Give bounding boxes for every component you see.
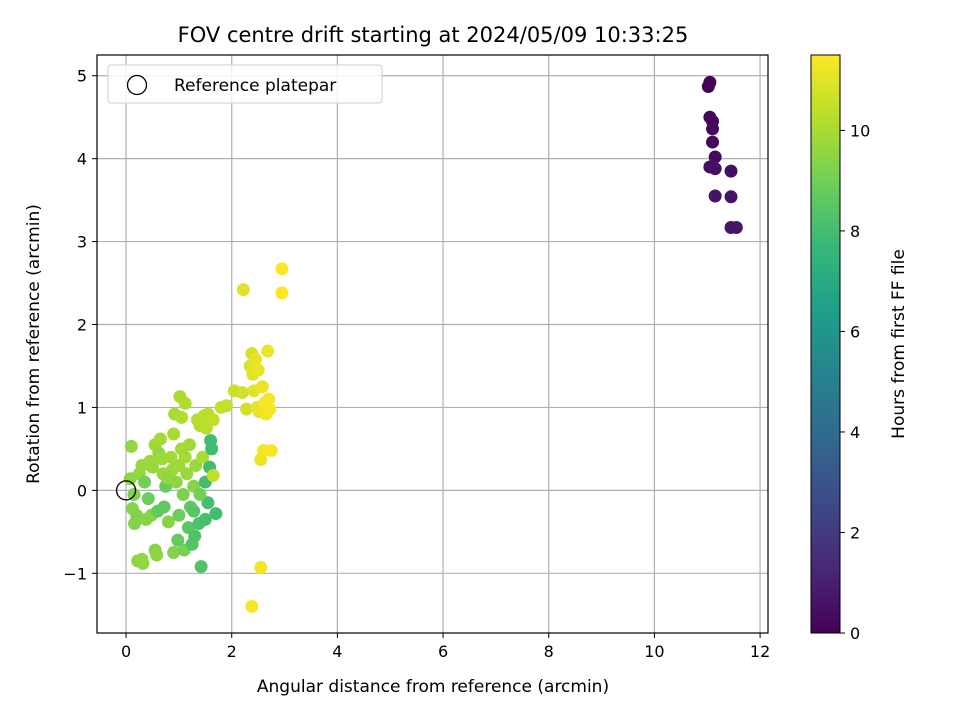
scatter-point xyxy=(188,529,202,543)
scatter-point xyxy=(708,150,722,164)
chart-title: FOV centre drift starting at 2024/05/09 … xyxy=(178,23,689,47)
scatter-point xyxy=(153,432,167,446)
scatter-point xyxy=(209,507,223,521)
scatter-point xyxy=(206,468,220,482)
scatter-point xyxy=(263,402,277,416)
x-axis: 0 2 4 6 8 10 12 xyxy=(121,633,770,661)
scatter-point xyxy=(254,560,268,574)
scatter-point xyxy=(275,262,289,276)
scatter-point xyxy=(150,548,164,562)
legend-box xyxy=(107,64,383,104)
scatter-point xyxy=(136,556,150,570)
scatter-point xyxy=(205,442,219,456)
scatter-point xyxy=(138,475,152,489)
data-points xyxy=(115,75,743,613)
scatter-point xyxy=(236,283,250,297)
scatter-point xyxy=(729,220,743,234)
colorbar-tick-label: 2 xyxy=(850,523,860,542)
scatter-point xyxy=(130,508,144,522)
scatter-point xyxy=(708,189,722,203)
scatter-point xyxy=(155,452,169,466)
colorbar-ticks: 0 2 4 6 8 10 xyxy=(840,121,870,643)
scatter-point xyxy=(180,467,194,481)
x-tick-label: 6 xyxy=(438,642,448,661)
y-tick-label: 2 xyxy=(77,316,87,335)
legend: Reference platepar xyxy=(107,64,383,104)
scatter-point xyxy=(193,488,207,502)
colorbar-tick-label: 8 xyxy=(850,222,860,241)
colorbar-tick-label: 4 xyxy=(850,423,860,442)
scatter-point xyxy=(141,492,155,506)
y-tick-label: 3 xyxy=(77,233,87,252)
scatter-point xyxy=(262,392,276,406)
legend-entry-reference-platepar: Reference platepar xyxy=(174,76,336,96)
scatter-point xyxy=(251,363,265,377)
y-tick-label: 5 xyxy=(77,67,87,86)
scatter-point xyxy=(235,386,249,400)
colorbar: 0 2 4 6 8 10 Hours from first FF file xyxy=(810,54,909,643)
y-tick-label: 4 xyxy=(77,150,87,169)
colorbar-tick-label: 10 xyxy=(850,121,870,140)
scatter-point xyxy=(255,380,269,394)
scatter-point xyxy=(172,508,186,522)
x-tick-label: 4 xyxy=(332,642,342,661)
scatter-point xyxy=(706,122,720,136)
scatter-point xyxy=(198,512,212,526)
scatter-point xyxy=(124,439,138,453)
scatter-point xyxy=(245,599,259,613)
scatter-point xyxy=(196,450,210,464)
scatter-point xyxy=(160,471,174,485)
scatter-point xyxy=(161,515,175,529)
scatter-point xyxy=(264,444,278,458)
scatter-point xyxy=(206,413,220,427)
scatter-point xyxy=(724,190,738,204)
scatter-point xyxy=(701,80,715,94)
scatter-point xyxy=(171,533,185,547)
scatter-point xyxy=(182,438,196,452)
scatter-point xyxy=(187,504,201,518)
x-axis-label: Angular distance from reference (arcmin) xyxy=(257,677,609,697)
y-axis: −1 0 1 2 3 4 5 xyxy=(63,67,97,583)
colorbar-tick-label: 6 xyxy=(850,322,860,341)
scatter-point xyxy=(167,546,181,560)
x-tick-label: 0 xyxy=(121,642,131,661)
x-tick-label: 10 xyxy=(644,642,664,661)
scatter-point xyxy=(178,450,192,464)
plot-frame xyxy=(96,54,769,634)
y-axis-label: Rotation from reference (arcmin) xyxy=(24,204,44,484)
scatter-point xyxy=(706,135,720,149)
colorbar-label: Hours from first FF file xyxy=(889,249,909,439)
x-tick-label: 8 xyxy=(544,642,554,661)
x-tick-label: 12 xyxy=(750,642,770,661)
y-tick-label: 1 xyxy=(77,398,87,417)
scatter-point xyxy=(261,344,275,358)
scatter-point xyxy=(249,352,263,366)
scatter-point xyxy=(194,560,208,574)
scatter-point xyxy=(151,504,165,518)
grid-lines xyxy=(97,55,768,633)
y-tick-label: −1 xyxy=(63,564,87,583)
colorbar-gradient xyxy=(810,54,841,634)
scatter-point xyxy=(275,286,289,300)
scatter-point xyxy=(175,410,189,424)
scatter-point xyxy=(176,488,190,502)
scatter-point xyxy=(708,162,722,176)
scatter-point xyxy=(240,402,254,416)
scatter-point xyxy=(724,164,738,178)
legend-marker-circle xyxy=(126,74,148,96)
scatter-point xyxy=(145,460,159,474)
reference-platepar-marker xyxy=(115,480,137,501)
x-tick-label: 2 xyxy=(227,642,237,661)
scatter-point xyxy=(219,399,233,413)
colorbar-tick-label: 0 xyxy=(850,624,860,643)
y-tick-label: 0 xyxy=(77,481,87,500)
scatter-point xyxy=(167,427,181,441)
scatter-point xyxy=(201,496,215,510)
scatter-point xyxy=(178,396,192,410)
